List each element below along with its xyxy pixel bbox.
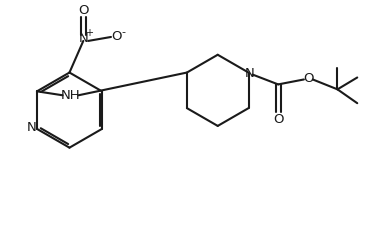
Text: N: N bbox=[78, 32, 88, 45]
Text: O: O bbox=[303, 72, 314, 85]
Text: N: N bbox=[245, 67, 255, 80]
Text: NH: NH bbox=[61, 89, 80, 102]
Text: O: O bbox=[78, 4, 88, 17]
Text: +: + bbox=[85, 28, 93, 38]
Text: -: - bbox=[122, 27, 126, 37]
Text: O: O bbox=[112, 30, 122, 44]
Text: N: N bbox=[27, 121, 37, 134]
Text: O: O bbox=[273, 113, 283, 125]
